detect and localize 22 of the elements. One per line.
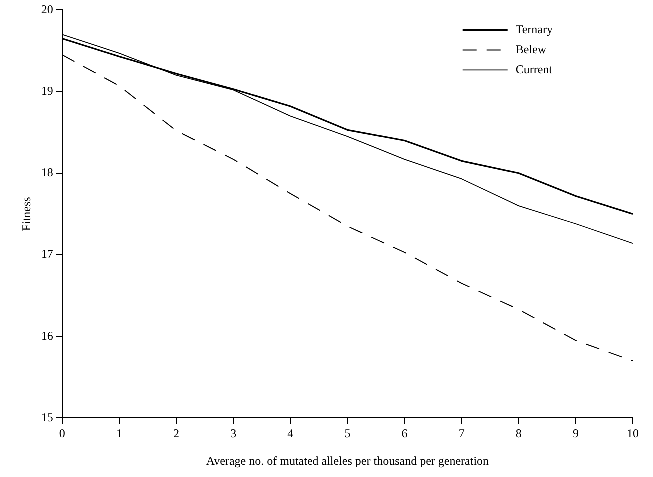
y-tick-label: 20	[41, 2, 54, 16]
x-tick-label: 3	[230, 426, 237, 441]
x-tick-label: 9	[572, 426, 579, 441]
y-tick-label: 19	[41, 84, 54, 98]
x-tick-label: 10	[627, 426, 639, 441]
y-tick-label: 18	[41, 166, 54, 180]
x-axis-title: Average no. of mutated alleles per thousand per generation	[206, 454, 490, 468]
x-tick-label: 5	[344, 426, 351, 441]
y-tick-label: 16	[41, 328, 54, 343]
x-tick-label: 4	[288, 426, 294, 441]
legend-label: Current	[516, 62, 554, 76]
x-tick-label: 0	[59, 426, 66, 441]
y-axis-title: Fitness	[19, 196, 34, 232]
x-tick-label: 1	[116, 426, 122, 441]
y-tick-label: 17	[41, 247, 54, 262]
x-tick-label: 8	[516, 426, 522, 441]
legend-label: Belew	[516, 42, 547, 56]
legend-label: Ternary	[516, 22, 554, 36]
y-tick-label: 15	[41, 410, 54, 424]
x-tick-label: 6	[402, 426, 408, 441]
x-tick-label: 7	[458, 426, 465, 441]
x-tick-label: 2	[174, 426, 180, 441]
